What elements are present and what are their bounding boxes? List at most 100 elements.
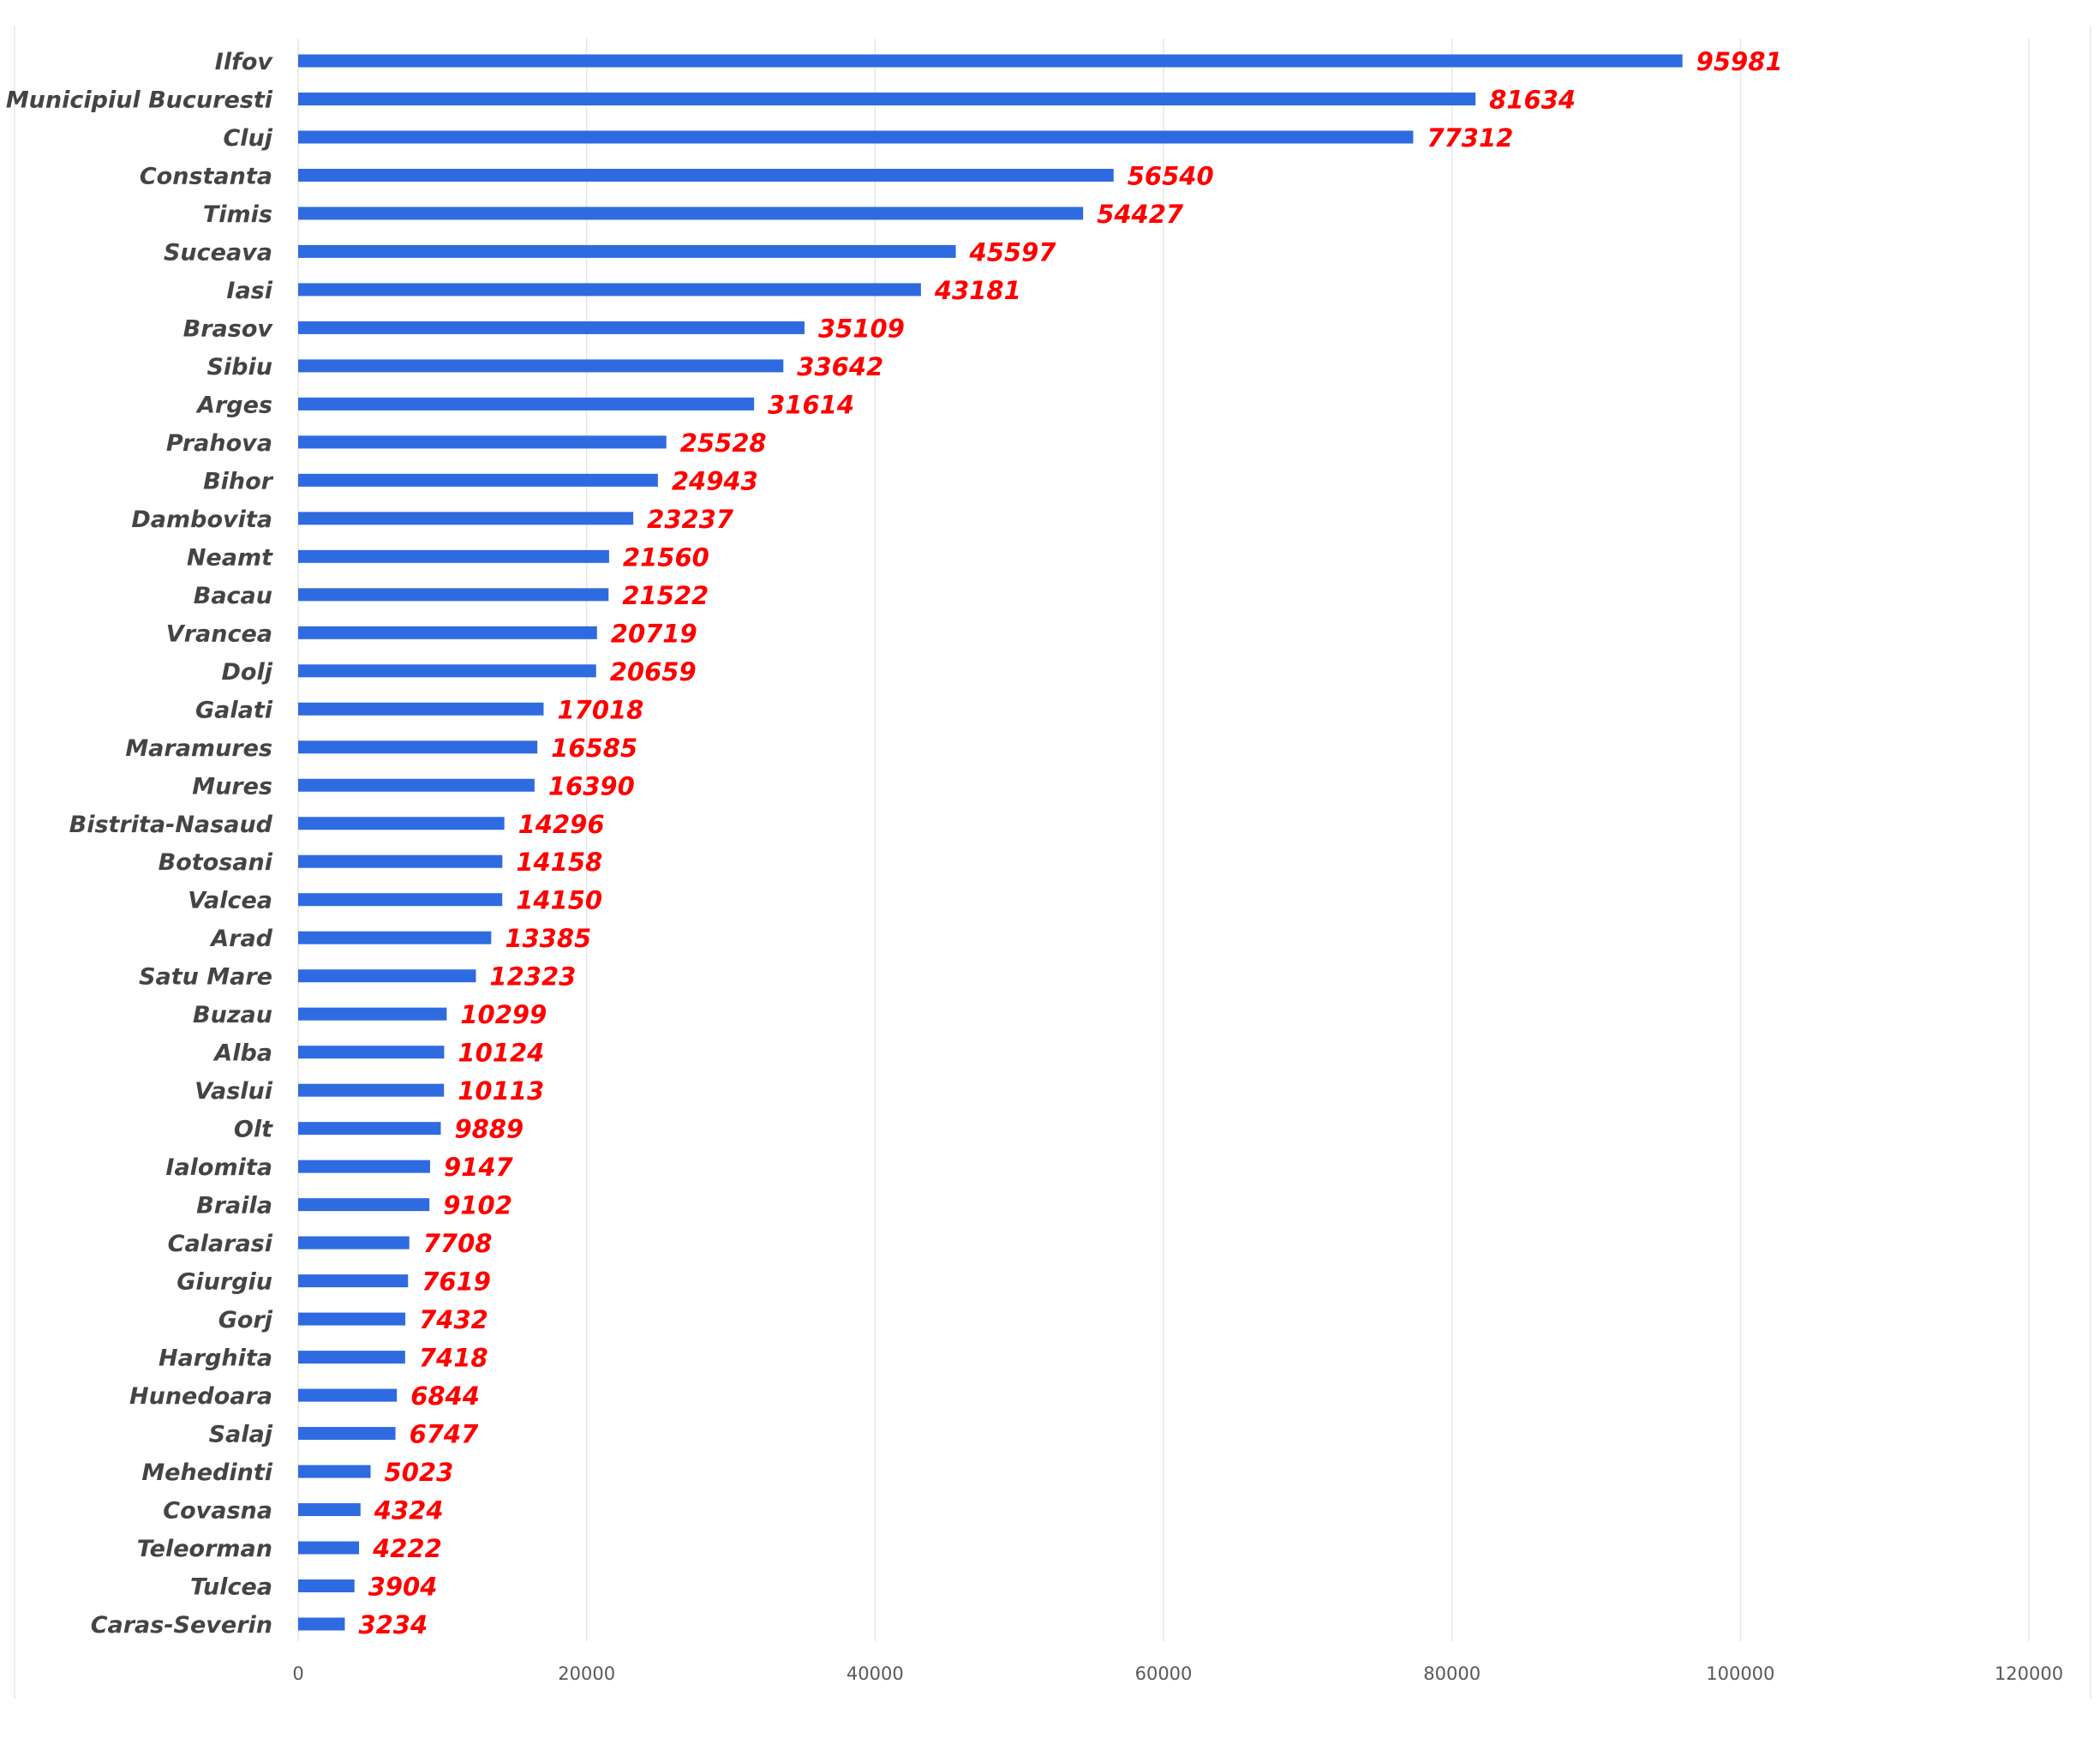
bar — [298, 1388, 398, 1402]
data-label: 4324 — [374, 1496, 444, 1525]
bar — [298, 1007, 447, 1021]
data-label: 9102 — [443, 1191, 512, 1220]
category-label: Salaj — [209, 1422, 273, 1448]
category-label: Dolj — [222, 659, 273, 686]
data-label: 23237 — [647, 505, 734, 534]
bar — [298, 512, 634, 525]
x-tick-label: 20000 — [558, 1663, 615, 1684]
data-label: 95981 — [1696, 47, 1783, 76]
bar — [298, 854, 503, 868]
category-label: Dambovita — [131, 506, 272, 533]
data-labels: 95981 81634 77312 56540 54427 45597 43181 35109… — [358, 47, 1782, 1639]
bar — [298, 207, 1084, 220]
data-label: 14296 — [518, 810, 605, 839]
data-label: 4222 — [372, 1534, 442, 1563]
bar — [298, 702, 544, 716]
data-label: 6844 — [410, 1381, 480, 1411]
bar — [298, 1198, 430, 1212]
bar — [298, 740, 538, 754]
x-tick-label: 0 — [292, 1663, 303, 1684]
data-label: 43181 — [934, 276, 1021, 305]
category-label: Teleorman — [137, 1536, 272, 1562]
data-label: 17018 — [557, 695, 643, 724]
bar — [298, 893, 503, 907]
category-label: Satu Mare — [139, 964, 272, 991]
data-label: 9147 — [444, 1153, 514, 1182]
bar — [298, 1579, 355, 1593]
data-label: 20659 — [610, 657, 697, 686]
category-label: Alba — [212, 1040, 272, 1067]
category-label: Valcea — [188, 888, 272, 914]
bar — [298, 1617, 345, 1631]
bar — [298, 92, 1476, 105]
bar — [298, 1427, 396, 1441]
category-label: Timis — [203, 201, 272, 228]
data-label: 21560 — [623, 542, 709, 572]
category-label: Vrancea — [166, 620, 272, 647]
category-label: Harghita — [159, 1345, 272, 1372]
data-label: 16390 — [548, 771, 635, 800]
category-label: Bacau — [194, 583, 272, 609]
category-label: Sibiu — [206, 354, 272, 381]
category-label: Caras-Severin — [91, 1612, 272, 1639]
bar — [298, 664, 596, 678]
data-label: 20719 — [611, 619, 697, 648]
bar — [298, 168, 1114, 182]
bar — [298, 130, 1414, 144]
data-label: 33642 — [797, 352, 883, 381]
bar — [298, 359, 784, 373]
bar — [298, 549, 609, 563]
data-label: 10299 — [460, 1000, 547, 1029]
x-tick-label: 60000 — [1135, 1663, 1193, 1684]
category-label: Municipiul Bucuresti — [6, 87, 273, 113]
data-label: 24943 — [672, 466, 758, 495]
category-label: Bihor — [203, 468, 274, 494]
category-label: Bistrita-Nasaud — [69, 812, 273, 838]
category-label: Arad — [209, 926, 272, 952]
bar — [298, 283, 921, 297]
x-axis-ticks: 0 20000 40000 60000 80000 100000 120000 — [292, 1663, 2063, 1684]
data-label: 3234 — [358, 1610, 428, 1639]
bar — [298, 1046, 445, 1059]
data-label: 5023 — [385, 1458, 454, 1487]
bar — [298, 435, 667, 449]
bar — [298, 1312, 406, 1326]
bar — [298, 321, 805, 334]
bar — [298, 1122, 441, 1136]
category-label: Brasov — [183, 315, 274, 342]
data-label: 7708 — [423, 1229, 493, 1258]
chart-frame — [14, 26, 2091, 1699]
category-label: Calarasi — [168, 1231, 273, 1257]
category-label: Prahova — [166, 430, 272, 457]
data-label: 7418 — [419, 1344, 488, 1373]
bar — [298, 1160, 430, 1173]
category-label: Ialomita — [165, 1154, 272, 1181]
category-label: Buzau — [193, 1002, 272, 1028]
data-label: 6747 — [410, 1420, 480, 1449]
bar — [298, 473, 658, 487]
x-tick-label: 40000 — [847, 1663, 904, 1684]
bar — [298, 778, 535, 792]
bar — [298, 1236, 410, 1250]
bar — [298, 626, 597, 639]
data-label: 7619 — [422, 1268, 491, 1297]
bar — [298, 397, 755, 411]
data-label: 45597 — [969, 237, 1057, 267]
category-label: Olt — [234, 1117, 273, 1143]
data-label: 25528 — [680, 429, 767, 458]
bar — [298, 969, 476, 983]
gridlines — [297, 39, 2030, 1641]
data-label: 3904 — [368, 1573, 438, 1602]
data-label: 56540 — [1128, 161, 1214, 190]
category-label: Galati — [195, 697, 273, 723]
category-label: Tulcea — [190, 1574, 272, 1601]
data-label: 54427 — [1097, 200, 1184, 229]
category-label: Cluj — [223, 125, 272, 152]
bar — [298, 588, 609, 602]
bar — [298, 1274, 409, 1288]
bar — [298, 1541, 360, 1555]
category-label: Vaslui — [194, 1078, 273, 1105]
bar — [298, 1083, 445, 1097]
bar — [298, 931, 492, 944]
